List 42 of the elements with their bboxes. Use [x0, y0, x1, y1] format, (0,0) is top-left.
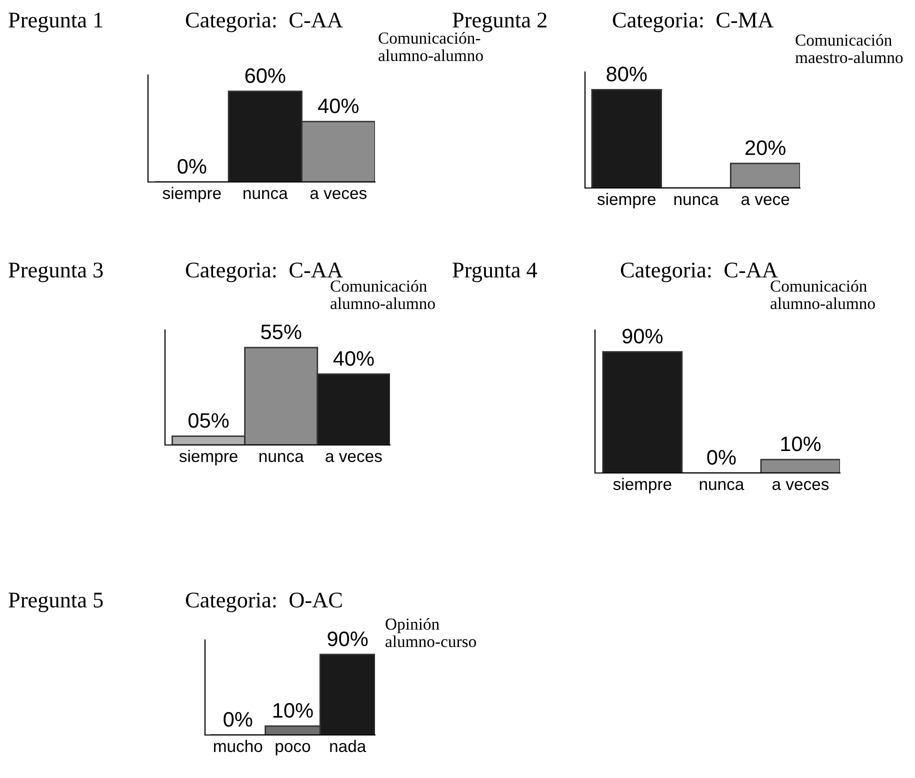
- data-label: 60%: [245, 68, 286, 84]
- x-tick-label: a vece: [741, 196, 790, 206]
- data-label: 10%: [781, 436, 821, 452]
- x-tick-label: nunca: [700, 480, 744, 490]
- x-tick-label: a veces: [772, 480, 829, 490]
- x-tick-label: mucho: [214, 740, 262, 752]
- x-tick-label: poco: [276, 742, 310, 756]
- chart-title: Prgunta 4: [452, 262, 538, 282]
- x-tick-label: a veces: [326, 452, 382, 462]
- data-label: 0%: [707, 450, 736, 465]
- chart-subtitle: Categoria: C-AA: [186, 12, 343, 32]
- x-tick-label: siempre: [597, 192, 656, 208]
- data-label: 10%: [273, 703, 313, 718]
- text: Comunicación alumno-alumno: [330, 280, 435, 310]
- chart-title: Pregunta 3: [8, 262, 103, 282]
- data-label: 90%: [622, 328, 663, 344]
- data-label: 0%: [224, 712, 252, 727]
- chart-title: Pregunta 5: [8, 592, 103, 612]
- text: Comunicación- alumno-alumno: [378, 32, 483, 62]
- data-label: 0%: [178, 158, 206, 174]
- chart-title: Pregunta 2: [452, 12, 546, 32]
- x-tick-label: nada: [330, 740, 366, 752]
- x-tick-label: a veces: [310, 190, 367, 200]
- data-label: 20%: [746, 140, 786, 156]
- x-tick-label: siempre: [162, 186, 221, 202]
- chart-title: Pregunta 1: [8, 12, 102, 32]
- x-tick-label: siempre: [179, 450, 238, 466]
- text: Comunicación alumno-alumno: [770, 280, 875, 310]
- data-label: 40%: [318, 98, 358, 114]
- chart-subtitle: Categoria: O-AC: [186, 592, 342, 612]
- data-label: 05%: [188, 413, 229, 428]
- data-label: 80%: [606, 66, 647, 82]
- text: Comunicación maestro-alumno: [795, 34, 903, 64]
- data-label: 55%: [261, 324, 302, 340]
- data-label: 90%: [328, 631, 368, 646]
- text: Opinión alumno-curso: [386, 618, 476, 648]
- x-tick-label: nunca: [260, 452, 304, 462]
- chart-subtitle: Categoria: C-MA: [612, 12, 774, 32]
- x-tick-label: nunca: [674, 196, 719, 206]
- data-label: 40%: [333, 351, 374, 366]
- x-tick-label: siempre: [613, 478, 672, 494]
- x-tick-label: nunca: [244, 190, 288, 200]
